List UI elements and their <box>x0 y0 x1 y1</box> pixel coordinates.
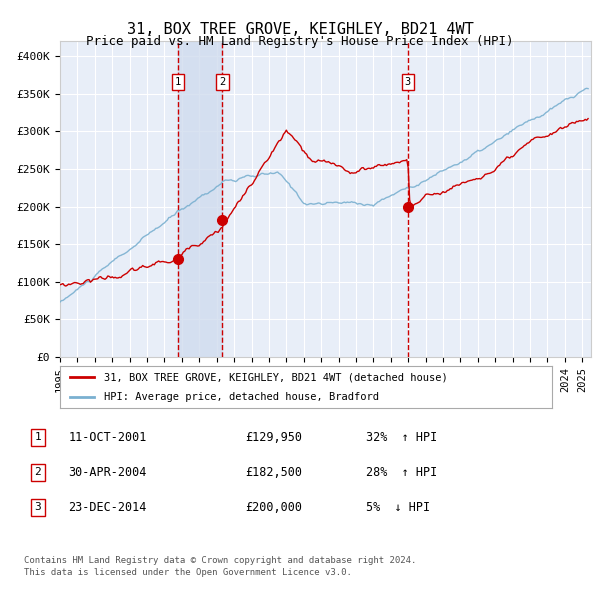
Text: 5%  ↓ HPI: 5% ↓ HPI <box>366 501 430 514</box>
Text: 3: 3 <box>405 77 411 87</box>
Text: 1: 1 <box>34 432 41 442</box>
Text: 23-DEC-2014: 23-DEC-2014 <box>68 501 146 514</box>
Text: HPI: Average price, detached house, Bradford: HPI: Average price, detached house, Brad… <box>104 392 379 402</box>
Text: Contains HM Land Registry data © Crown copyright and database right 2024.: Contains HM Land Registry data © Crown c… <box>24 556 416 565</box>
Text: 32%  ↑ HPI: 32% ↑ HPI <box>366 431 437 444</box>
Text: 31, BOX TREE GROVE, KEIGHLEY, BD21 4WT (detached house): 31, BOX TREE GROVE, KEIGHLEY, BD21 4WT (… <box>104 372 448 382</box>
Text: £200,000: £200,000 <box>245 501 302 514</box>
Bar <box>178 41 223 357</box>
Text: 28%  ↑ HPI: 28% ↑ HPI <box>366 466 437 478</box>
Text: 2: 2 <box>220 77 226 87</box>
Text: 2: 2 <box>34 467 41 477</box>
Text: 31, BOX TREE GROVE, KEIGHLEY, BD21 4WT: 31, BOX TREE GROVE, KEIGHLEY, BD21 4WT <box>127 22 473 37</box>
Text: 3: 3 <box>34 502 41 512</box>
Text: 11-OCT-2001: 11-OCT-2001 <box>68 431 146 444</box>
Text: £182,500: £182,500 <box>245 466 302 478</box>
Text: 30-APR-2004: 30-APR-2004 <box>68 466 146 478</box>
Text: This data is licensed under the Open Government Licence v3.0.: This data is licensed under the Open Gov… <box>24 568 352 576</box>
Text: £129,950: £129,950 <box>245 431 302 444</box>
Text: 1: 1 <box>175 77 181 87</box>
Text: Price paid vs. HM Land Registry's House Price Index (HPI): Price paid vs. HM Land Registry's House … <box>86 35 514 48</box>
